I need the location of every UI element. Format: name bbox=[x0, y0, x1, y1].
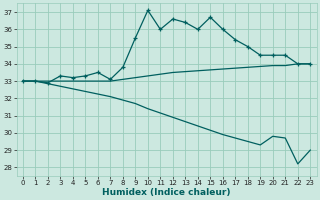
X-axis label: Humidex (Indice chaleur): Humidex (Indice chaleur) bbox=[102, 188, 231, 197]
